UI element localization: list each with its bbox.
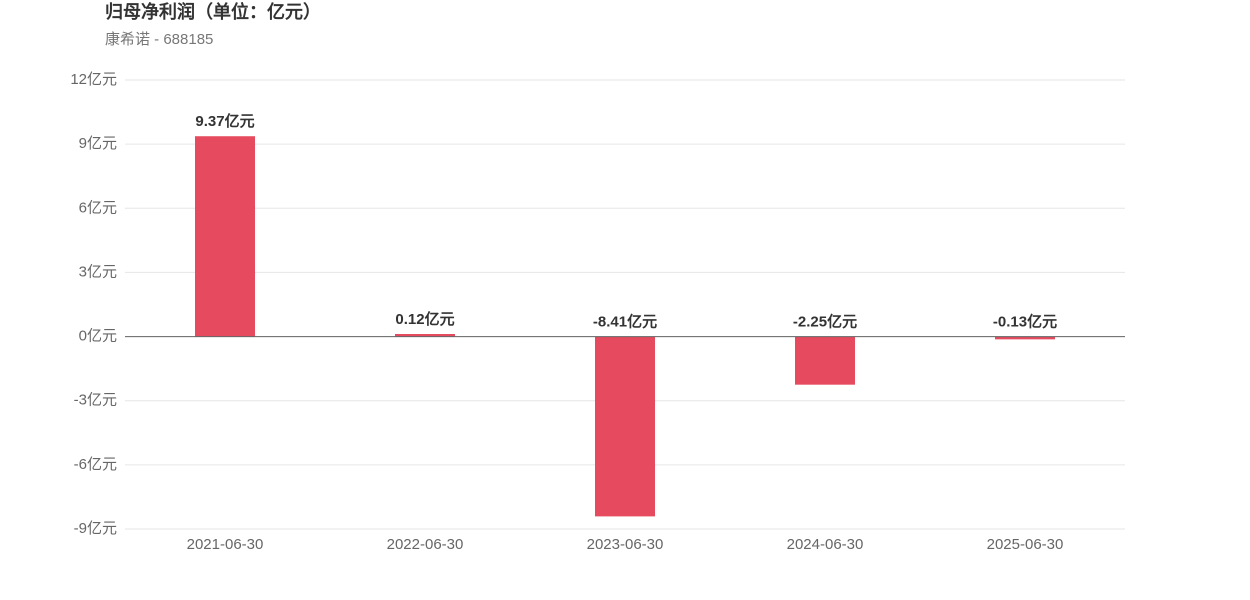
bar [395, 334, 455, 337]
y-tick-label: 6亿元 [79, 199, 117, 216]
chart-title: 归母净利润（单位：亿元） [105, 1, 321, 22]
bar [795, 336, 855, 385]
x-tick-label: 2024-06-30 [787, 536, 864, 553]
value-label: -2.25亿元 [793, 313, 857, 331]
x-tick-label: 2021-06-30 [187, 536, 264, 553]
bar [595, 336, 655, 517]
y-tick-label: 0亿元 [79, 328, 117, 345]
x-tick-label: 2022-06-30 [387, 536, 464, 553]
value-label: 9.37亿元 [195, 112, 254, 130]
y-tick-label: -3亿元 [74, 392, 117, 409]
y-tick-label: 3亿元 [79, 263, 117, 280]
y-tick-label: -9亿元 [74, 520, 117, 537]
x-tick-label: 2025-06-30 [987, 536, 1064, 553]
bar [995, 336, 1055, 340]
value-label: -0.13亿元 [993, 313, 1057, 331]
x-tick-label: 2023-06-30 [587, 536, 664, 553]
y-tick-label: 12亿元 [70, 71, 117, 88]
value-label: 0.12亿元 [395, 310, 454, 328]
chart-subtitle: 康希诺 - 688185 [105, 31, 213, 48]
y-tick-label: 9亿元 [79, 135, 117, 152]
y-tick-label: -6亿元 [74, 456, 117, 473]
value-label: -8.41亿元 [593, 313, 657, 331]
bar [195, 136, 255, 337]
